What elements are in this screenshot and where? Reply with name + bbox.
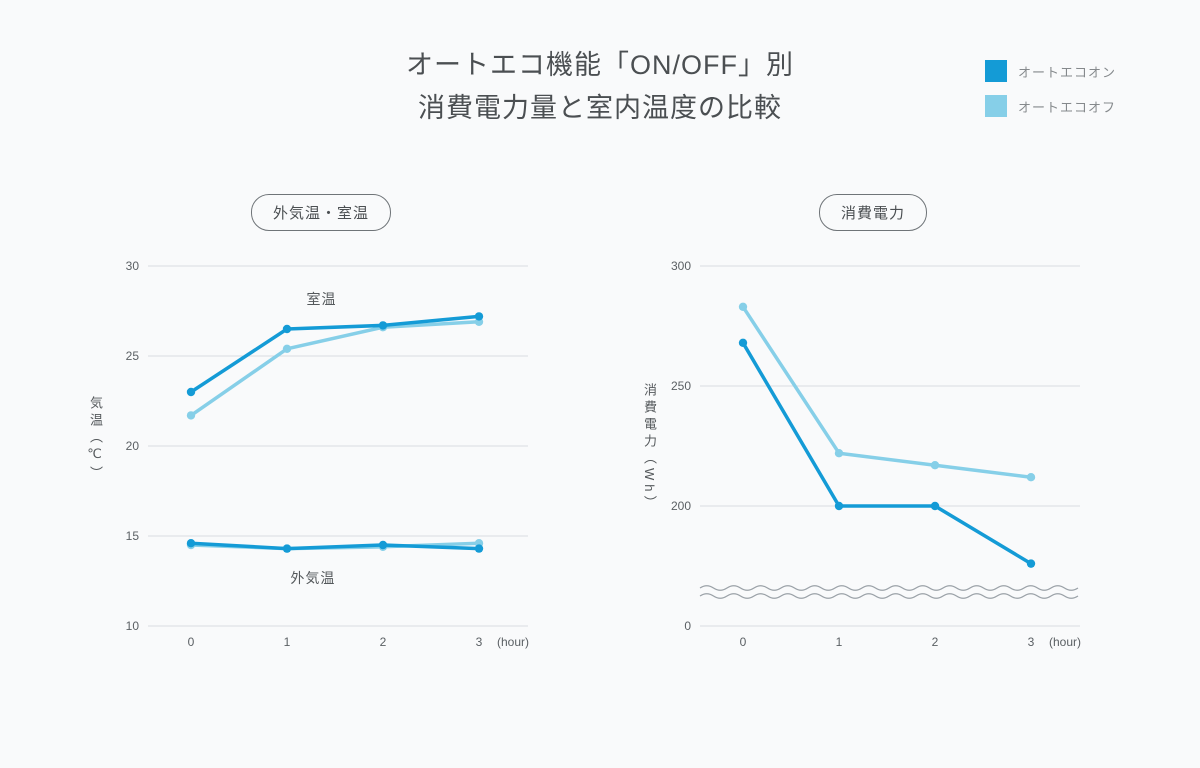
data-point-outdoor-on — [378, 540, 388, 550]
legend-item-auto-eco-off: オートエコオフ — [985, 95, 1116, 117]
legend-swatch-on — [985, 60, 1007, 82]
data-point-room-on — [474, 312, 484, 321]
x-tick-label: 3 — [1028, 635, 1035, 649]
series-annotation: 外気温 — [290, 570, 335, 586]
y-tick-label: 15 — [126, 529, 140, 543]
y-tick-label: 20 — [126, 439, 140, 453]
y-tick-label: 25 — [126, 349, 140, 363]
power-y-axis-label: 消費電力（Wh） — [642, 383, 657, 513]
axis-break-wave — [699, 585, 1079, 591]
data-point-room-on — [282, 324, 292, 334]
data-point-power-on — [738, 338, 748, 348]
data-point-power-on — [834, 501, 844, 511]
series-line-room-off — [189, 320, 481, 418]
series-annotation: 室温 — [307, 291, 337, 307]
temperature-chart-title-pill: 外気温・室温 — [250, 194, 392, 231]
legend: オートエコオン オートエコオフ — [985, 60, 1116, 130]
data-point-room-on — [378, 321, 388, 330]
legend-label-off: オートエコオフ — [1018, 99, 1117, 115]
data-point-power-on — [930, 501, 940, 511]
axis-break-wave — [699, 593, 1079, 599]
page-title-line1: オートエコ機能「ON/OFF」別 — [406, 50, 794, 80]
y-tick-label: 10 — [126, 619, 140, 633]
x-tick-label: 0 — [188, 635, 195, 649]
x-tick-label: 1 — [836, 635, 843, 649]
series-line-power-on — [741, 341, 1033, 566]
y-tick-label: 200 — [671, 499, 691, 513]
series-line-outdoor-on — [189, 541, 481, 551]
page-title: オートエコ機能「ON/OFF」別 消費電力量と室内温度の比較 — [0, 44, 1200, 130]
y-tick-label: 0 — [684, 619, 691, 633]
x-tick-label: 0 — [740, 635, 747, 649]
legend-label-on: オートエコオン — [1018, 64, 1117, 80]
x-axis-unit-label: (hour) — [497, 635, 529, 649]
data-point-power-off — [738, 302, 748, 312]
data-point-room-off — [186, 411, 196, 420]
data-point-room-on — [186, 387, 196, 397]
page-title-line2: 消費電力量と室内温度の比較 — [418, 93, 782, 123]
x-tick-label: 2 — [380, 635, 387, 649]
y-tick-label: 300 — [671, 259, 691, 273]
legend-swatch-off — [985, 95, 1007, 117]
data-point-outdoor-on — [282, 544, 292, 553]
series-line-power-off — [741, 305, 1033, 479]
power-chart-title-pill: 消費電力 — [818, 194, 928, 231]
x-tick-label: 2 — [932, 635, 939, 649]
series-line-room-on — [189, 314, 481, 394]
data-point-power-on — [1026, 559, 1036, 568]
data-point-power-off — [930, 461, 940, 470]
x-tick-label: 1 — [284, 635, 291, 649]
y-tick-label: 30 — [126, 259, 140, 273]
y-tick-label: 250 — [671, 379, 691, 393]
x-tick-label: 3 — [476, 635, 483, 649]
power-chart: 0 200 250 300 0 1 2 3 (hour) — [671, 259, 1081, 649]
data-point-room-off — [282, 344, 292, 353]
data-point-power-off — [1026, 473, 1036, 482]
data-point-power-off — [834, 449, 844, 458]
temperature-y-axis-label: 気温（℃） — [88, 396, 103, 483]
x-axis-unit-label: (hour) — [1049, 635, 1081, 649]
data-point-outdoor-on — [474, 544, 484, 553]
data-point-outdoor-on — [186, 539, 196, 548]
legend-item-auto-eco-on: オートエコオン — [985, 60, 1116, 82]
